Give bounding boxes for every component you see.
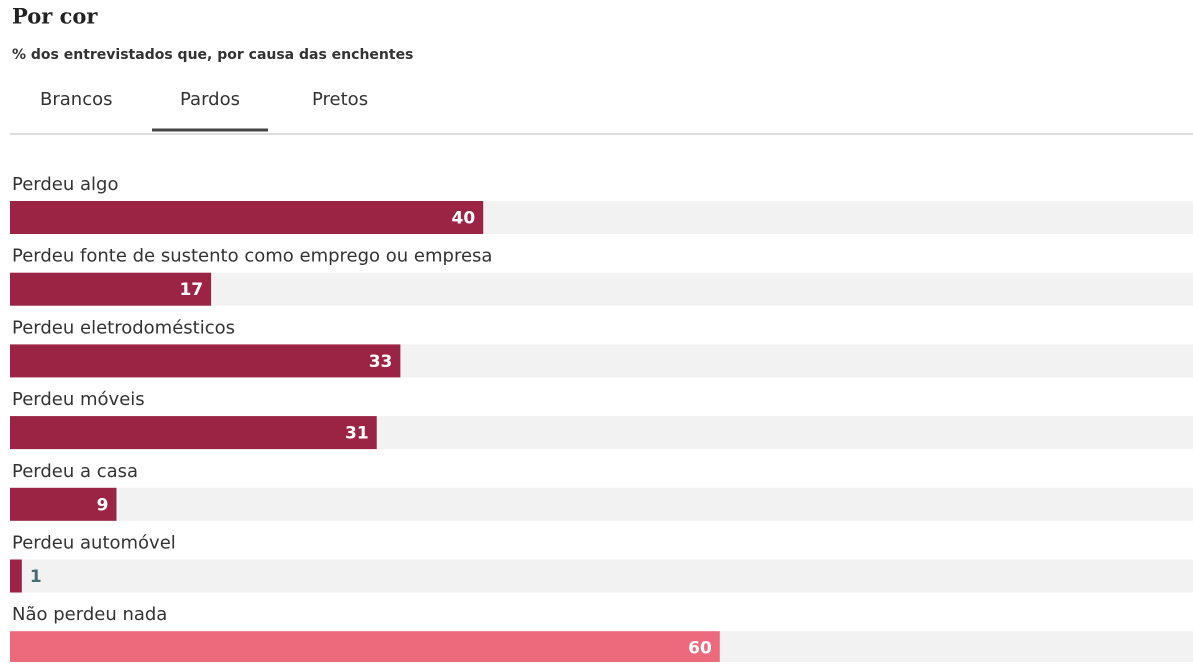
bar xyxy=(10,559,22,593)
tab[interactable]: Brancos xyxy=(40,89,112,110)
category-label: Perdeu móveis xyxy=(12,389,145,410)
tab[interactable]: Pretos xyxy=(312,89,368,110)
value-label: 33 xyxy=(369,352,393,372)
bar xyxy=(10,631,720,665)
bar xyxy=(10,201,484,234)
category-label: Perdeu eletrodomésticos xyxy=(12,317,235,338)
category-label: Perdeu fonte de sustento como emprego ou… xyxy=(12,246,492,267)
bar-track xyxy=(10,487,1193,521)
value-label: 31 xyxy=(345,424,369,444)
bar xyxy=(10,487,117,521)
bar xyxy=(10,416,377,450)
value-label: 60 xyxy=(688,639,712,659)
bar xyxy=(10,272,212,306)
chart-subtitle: % dos entrevistados que, por causa das e… xyxy=(12,47,413,63)
value-label: 9 xyxy=(97,495,109,515)
bar-track xyxy=(10,559,1193,593)
tab[interactable]: Pardos xyxy=(180,89,240,110)
value-label: 17 xyxy=(179,280,203,300)
value-label: 1 xyxy=(30,567,42,587)
bar xyxy=(10,344,401,378)
category-label: Perdeu automóvel xyxy=(12,533,176,554)
category-label: Não perdeu nada xyxy=(12,604,167,625)
chart-title: Por cor xyxy=(12,4,98,29)
category-label: Perdeu algo xyxy=(12,174,118,195)
value-label: 40 xyxy=(452,209,476,229)
category-label: Perdeu a casa xyxy=(12,461,138,482)
